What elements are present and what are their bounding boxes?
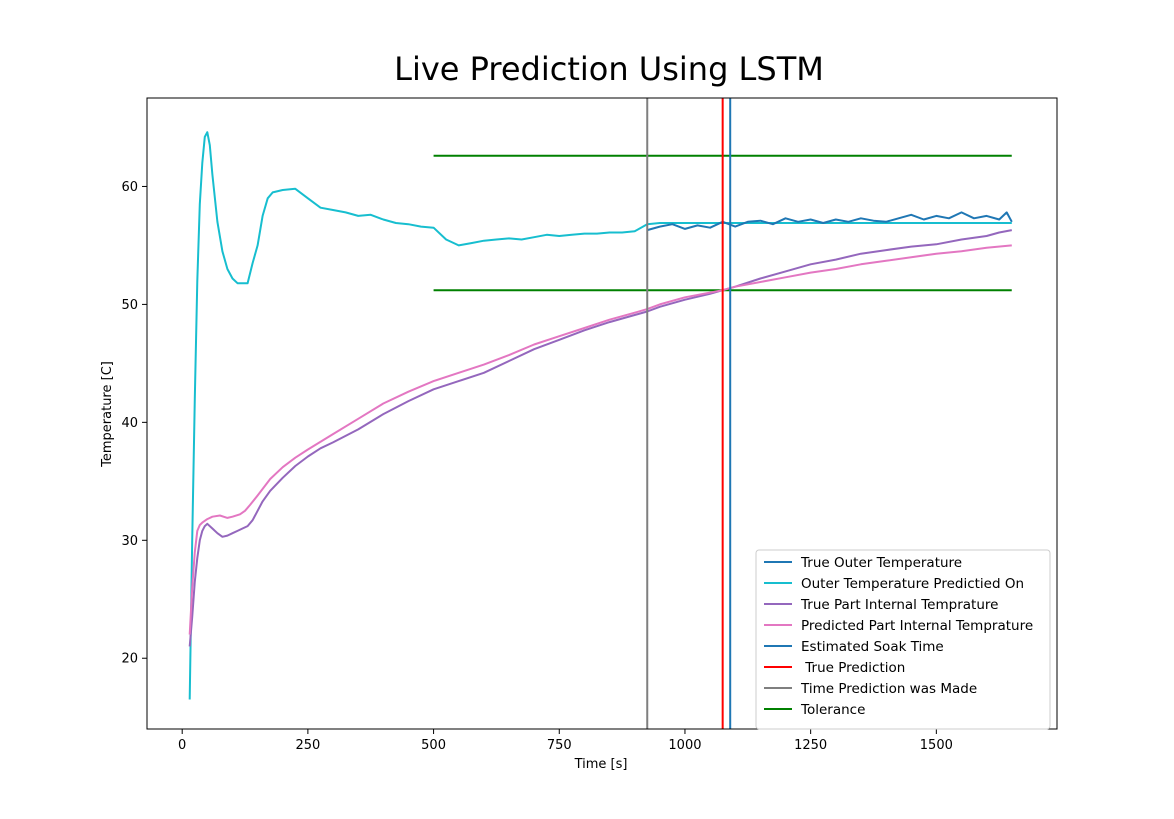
legend-box	[755, 549, 1051, 730]
series-line-2	[188, 131, 1012, 700]
y-tick-label: 20	[121, 652, 138, 667]
chart-title: Live Prediction Using LSTM	[394, 50, 824, 88]
axes-frame	[146, 97, 1058, 730]
legend-label: Tolerance	[800, 702, 865, 718]
legend-label: Outer Temperature Predictied On	[801, 576, 1024, 592]
legend-label: Estimated Soak Time	[801, 639, 944, 655]
x-tick-label: 250	[295, 738, 320, 753]
x-tick-label: 750	[547, 738, 572, 753]
legend-label: True Prediction	[801, 660, 905, 676]
y-tick-label: 40	[121, 416, 138, 431]
x-tick-label: 1000	[668, 738, 701, 753]
axes: 0 250 500 750 1000 1250 1500 20 30 40 50 60	[121, 97, 1058, 753]
series-line-4	[188, 244, 1012, 635]
legend: True Outer Temperature Outer Temperature …	[755, 549, 1051, 730]
x-tick-label: 0	[178, 738, 186, 753]
plot-area	[188, 98, 1013, 729]
legend-label: Predicted Part Internal Temprature	[801, 618, 1033, 634]
y-axis-label: Temperature [C]	[100, 361, 115, 468]
y-tick-label: 30	[121, 534, 138, 549]
legend-label: True Part Internal Temprature	[800, 597, 998, 613]
series-line-1	[646, 211, 1013, 232]
x-tick-label: 1250	[794, 738, 827, 753]
legend-label: True Outer Temperature	[800, 555, 962, 571]
x-axis-label: Time [s]	[574, 757, 628, 772]
series-line-3	[188, 229, 1012, 647]
legend-label: Time Prediction was Made	[800, 681, 977, 697]
y-tick-label: 50	[121, 298, 138, 313]
x-tick-label: 1500	[920, 738, 953, 753]
y-tick-label: 60	[121, 180, 138, 195]
x-tick-label: 500	[421, 738, 446, 753]
